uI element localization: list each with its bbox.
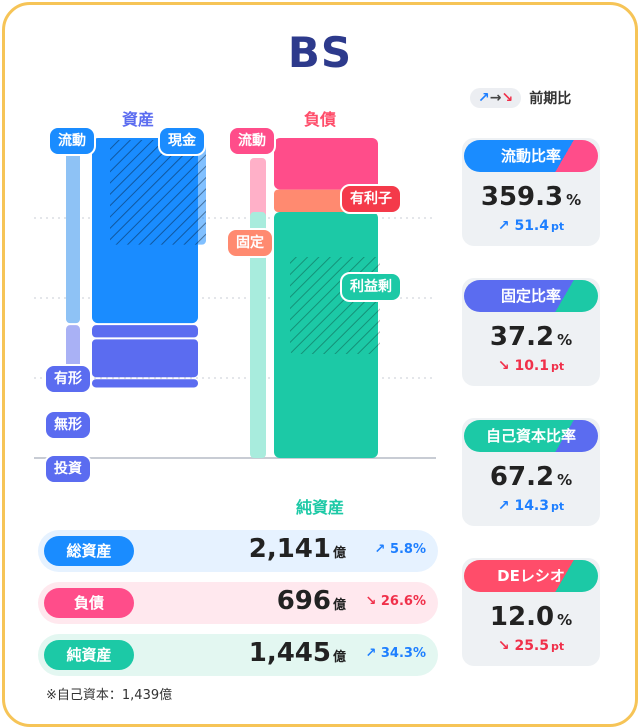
summary-row: 純資産 1,445 億 ↗ 34.3%	[38, 634, 438, 676]
bar-tangible	[92, 325, 198, 338]
summary-label: 純資産	[44, 640, 134, 670]
legend-label: 前期比	[529, 91, 572, 107]
ratio-change: ↘ 10.1 pt	[497, 358, 565, 374]
trend-up-icon: ↗	[374, 542, 386, 557]
tag-cash: 現金	[158, 126, 206, 156]
bar-current-assets-outline	[66, 138, 80, 324]
bar-equity-outline	[250, 212, 266, 458]
ratio-name: 自己資本比率	[464, 420, 598, 452]
trend-up-icon: ↗	[497, 498, 510, 514]
footnote: ※自己資本：1,439億	[46, 688, 173, 703]
tag-current-assets: 流動	[48, 126, 96, 156]
summary-label: 負債	[44, 588, 134, 618]
ratio-name: 流動比率	[464, 140, 598, 172]
summary-value: 1,445 億	[248, 638, 346, 668]
ratio-value: 359.3%	[480, 182, 582, 212]
trend-down-icon: ↘	[497, 358, 510, 374]
summary-change: ↗ 34.3%	[365, 646, 426, 661]
trend-up-icon: ↗	[497, 218, 510, 234]
summary-change: ↗ 5.8%	[374, 542, 427, 557]
ratio-name: 固定比率	[464, 280, 598, 312]
change-legend: ↗→↘ 前期比	[470, 88, 571, 108]
ratio-card: 自己資本比率 67.2% ↗ 14.3 pt	[462, 418, 600, 526]
tag-retained-earnings: 利益剰	[340, 272, 402, 302]
ratio-value: 37.2%	[489, 322, 573, 352]
ratio-change: ↗ 51.4 pt	[497, 218, 565, 234]
ratio-value: 12.0%	[489, 602, 573, 632]
summary-row: 負債 696 億 ↘ 26.6%	[38, 582, 438, 624]
tag-current-liabilities: 流動	[228, 126, 276, 156]
trend-down-icon: ↘	[497, 638, 510, 654]
tag-intangible: 無形	[44, 410, 92, 440]
bar-intangible	[92, 339, 198, 378]
ratio-card: 固定比率 37.2% ↘ 10.1 pt	[462, 278, 600, 386]
balance-sheet-chart	[34, 138, 436, 459]
liabilities-label: 負債	[304, 110, 337, 129]
trend-down-icon: ↘	[365, 594, 377, 609]
tag-fixed-liabilities: 固定	[226, 228, 274, 258]
equity-label: 純資産	[296, 498, 345, 517]
ratio-card: DEレシオ 12.0% ↘ 25.5 pt	[462, 558, 600, 666]
bar-cash-hatch	[110, 140, 206, 245]
summary-row: 総資産 2,141 億 ↗ 5.8%	[38, 530, 438, 572]
assets-label: 資産	[122, 110, 155, 129]
ratio-change: ↗ 14.3 pt	[497, 498, 565, 514]
bar-investment	[92, 379, 198, 388]
page-title: BS	[287, 28, 353, 77]
tag-investment: 投資	[44, 454, 92, 484]
bar-current-liabilities	[274, 138, 378, 190]
trend-up-icon: ↗	[365, 646, 377, 661]
summary-change: ↘ 26.6%	[365, 594, 426, 609]
tag-interest-bearing: 有利子	[340, 184, 402, 214]
ratio-change: ↘ 25.5 pt	[497, 638, 565, 654]
ratio-value: 67.2%	[489, 462, 573, 492]
trend-arrows-icon: ↗→↘	[470, 88, 522, 108]
summary-value: 696 億	[276, 586, 346, 616]
ratio-card: 流動比率 359.3% ↗ 51.4 pt	[462, 138, 600, 246]
tag-tangible: 有形	[44, 364, 92, 394]
summary-label: 総資産	[44, 536, 134, 566]
summary-value: 2,141 億	[248, 534, 346, 564]
ratio-name: DEレシオ	[464, 560, 598, 592]
